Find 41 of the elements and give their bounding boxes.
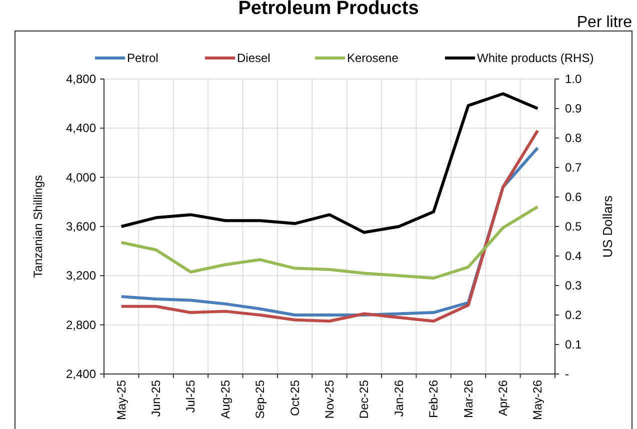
legend-label: White products (RHS) (477, 51, 594, 65)
x-tick-label: Nov-25 (322, 380, 336, 419)
x-tick-label: Mar-26 (461, 380, 476, 418)
x-tick-label: Oct-25 (288, 380, 302, 416)
y2-tick-label: 0.1 (565, 338, 582, 352)
x-tick-label: Feb-26 (426, 380, 441, 418)
y-tick-label: 4,000 (66, 170, 96, 184)
chart-title: Petroleum Products (238, 0, 419, 19)
y-tick-label: 2,400 (66, 367, 96, 381)
y2-tick-label: 0.3 (565, 278, 582, 292)
y2-tick-label: 0.9 (565, 102, 582, 116)
y2-tick-label: - (565, 367, 569, 381)
x-tick-label: Jun-25 (149, 380, 164, 417)
x-tick-label: Dec-25 (357, 380, 372, 419)
x-tick-label: Aug-25 (218, 380, 232, 419)
y2-tick-label: 1.0 (565, 72, 582, 86)
y2-tick-label: 0.6 (565, 190, 582, 204)
x-tick-label: Jul-25 (184, 380, 198, 413)
legend-label: Kerosene (347, 51, 399, 65)
y-axis-title: Tanzanian Shillings (31, 175, 45, 278)
legend-label: Diesel (237, 51, 270, 65)
y-tick-label: 3,600 (66, 220, 96, 234)
y-tick-label: 4,400 (66, 121, 96, 136)
x-tick-label: Apr-26 (496, 380, 510, 416)
y2-tick-label: 0.4 (565, 249, 582, 263)
x-tick-label: May-26 (530, 380, 545, 420)
y-tick-label: 4,800 (66, 72, 96, 86)
text: Per litre (576, 14, 632, 31)
y2-tick-label: 0.7 (565, 160, 582, 174)
y-tick-label: 2,800 (66, 318, 96, 332)
y2-axis-title: US Dollars (600, 194, 615, 258)
y2-tick-label: 0.2 (565, 308, 582, 322)
x-tick-label: Sep-25 (253, 380, 268, 419)
y-tick-label: 3,200 (66, 268, 96, 283)
x-tick-label: May-25 (114, 380, 128, 420)
legend-label: Petrol (127, 51, 158, 65)
line-series (120, 92, 540, 234)
x-tick-label: Jan-26 (392, 380, 406, 417)
y2-tick-label: 0.8 (565, 131, 582, 145)
line-series (120, 205, 540, 280)
y2-tick-label: 0.5 (565, 220, 582, 234)
